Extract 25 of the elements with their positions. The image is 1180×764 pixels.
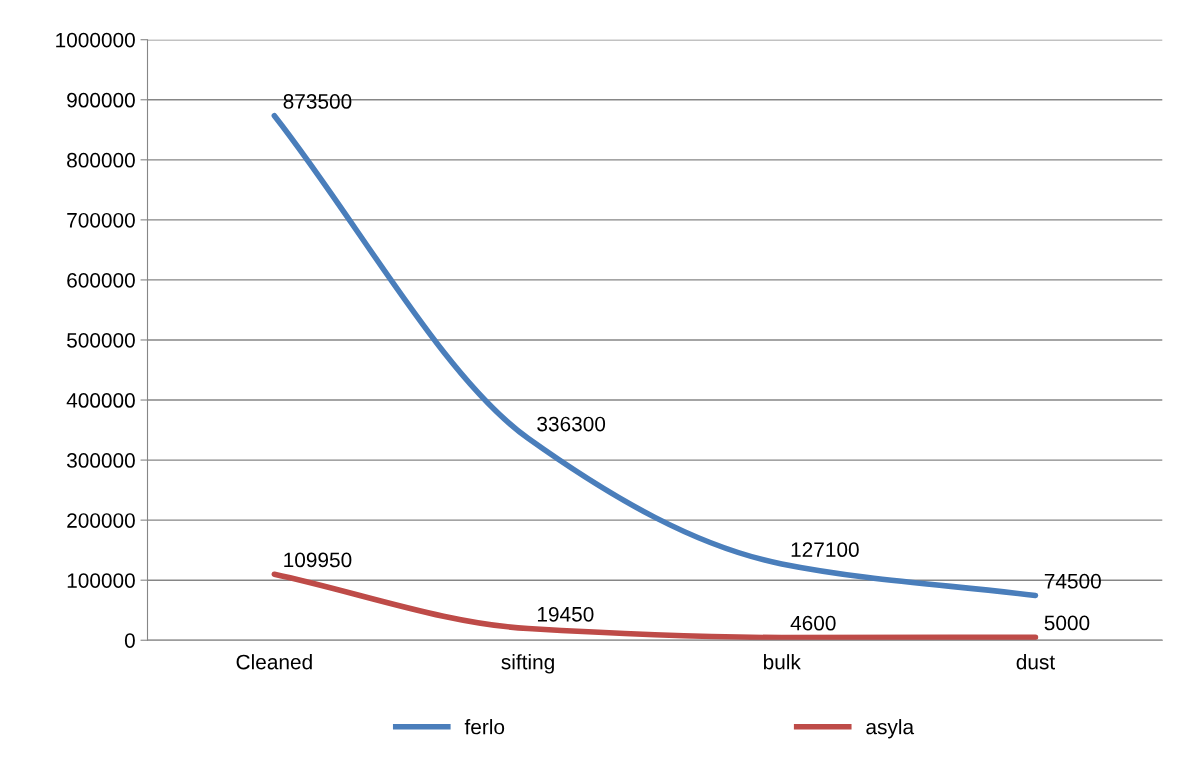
legend-label: asyla <box>866 719 915 739</box>
y-tick-label: 0 <box>124 633 135 648</box>
y-tick-label: 900000 <box>67 92 135 108</box>
data-label: 5000 <box>1044 615 1090 631</box>
y-tick-label: 100000 <box>67 573 135 588</box>
x-tick-label: Cleaned <box>236 654 312 670</box>
legend-label: ferlo <box>464 719 505 735</box>
x-tick-label: sifting <box>501 654 554 674</box>
y-tick-label: 200000 <box>67 513 135 528</box>
x-tick-label: bulk <box>763 654 801 670</box>
y-tick-label: 500000 <box>67 332 135 348</box>
data-label: 109950 <box>284 552 352 568</box>
data-label: 74500 <box>1044 573 1101 589</box>
data-label: 336300 <box>537 416 606 432</box>
y-tick-label: 1000000 <box>56 32 135 48</box>
y-tick-label: 300000 <box>66 453 135 468</box>
data-label: 873500 <box>283 94 352 109</box>
data-label: 127100 <box>791 542 859 558</box>
y-tick-label: 600000 <box>67 272 135 288</box>
y-tick-label: 700000 <box>67 212 135 228</box>
y-tick-label: 400000 <box>66 393 135 408</box>
x-tick-label: dust <box>1016 654 1055 670</box>
data-label: 4600 <box>790 615 836 631</box>
y-tick-label: 800000 <box>67 152 135 168</box>
data-label: 19450 <box>537 606 594 622</box>
